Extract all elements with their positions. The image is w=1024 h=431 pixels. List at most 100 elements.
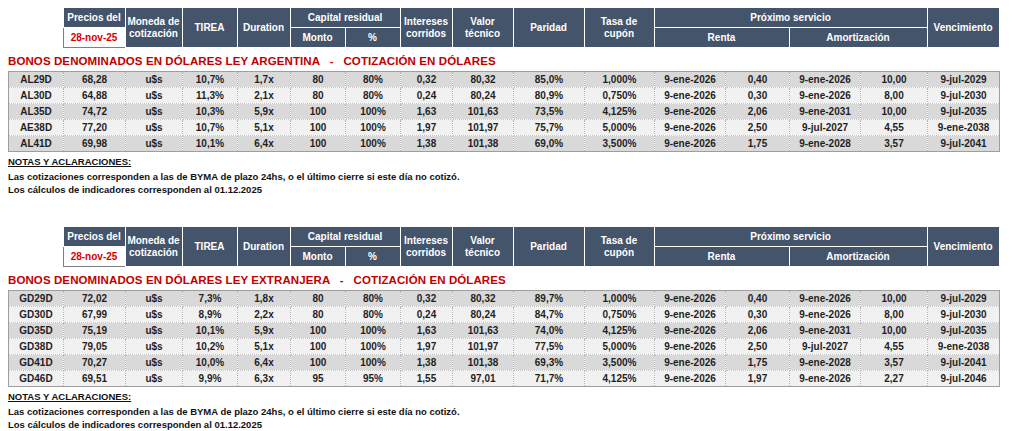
bond-value-cell[interactable]: 9-jul-2029 <box>928 291 1000 307</box>
bond-value-cell[interactable]: 9-ene-2026 <box>655 104 726 120</box>
bond-value-cell[interactable]: 80 <box>291 307 346 323</box>
bond-value-cell[interactable]: 1,7x <box>238 72 291 88</box>
bond-value-cell[interactable]: 9-ene-2031 <box>790 323 861 339</box>
bond-value-cell[interactable]: 80 <box>291 291 346 307</box>
bond-ticker-cell[interactable]: GD38D <box>9 339 64 355</box>
bond-value-cell[interactable]: 9-ene-2026 <box>655 355 726 371</box>
bond-value-cell[interactable]: 100 <box>291 104 346 120</box>
bond-row[interactable]: AL30D64,88u$s11,3%2,1x8080%0,2480,2480,9… <box>9 88 1000 104</box>
bond-value-cell[interactable]: 10,2% <box>183 339 238 355</box>
bond-value-cell[interactable]: 10,7% <box>183 72 238 88</box>
bond-value-cell[interactable]: 9-ene-2038 <box>928 339 1000 355</box>
bond-ticker-cell[interactable]: GD30D <box>9 307 64 323</box>
bond-value-cell[interactable]: 89,7% <box>514 291 585 307</box>
bond-value-cell[interactable]: 9-ene-2026 <box>790 291 861 307</box>
bond-ticker-cell[interactable]: AL29D <box>9 72 64 88</box>
bond-value-cell[interactable]: u$s <box>126 136 183 152</box>
bond-value-cell[interactable]: 100 <box>291 120 346 136</box>
bond-value-cell[interactable]: 0,750% <box>585 307 655 323</box>
bond-value-cell[interactable]: 4,55 <box>861 120 928 136</box>
bond-value-cell[interactable]: 100 <box>291 355 346 371</box>
bond-value-cell[interactable]: 2,2x <box>238 307 291 323</box>
bond-row[interactable]: AE38D77,20u$s10,7%5,1x100100%1,97101,977… <box>9 120 1000 136</box>
bond-row[interactable]: GD38D79,05u$s10,2%5,1x100100%1,97101,977… <box>9 339 1000 355</box>
bond-value-cell[interactable]: 101,38 <box>453 136 514 152</box>
bond-value-cell[interactable]: 95% <box>346 371 401 387</box>
bond-value-cell[interactable]: 9-jul-2030 <box>928 307 1000 323</box>
bond-value-cell[interactable]: 3,57 <box>861 355 928 371</box>
bond-value-cell[interactable]: 75,19 <box>64 323 126 339</box>
bond-value-cell[interactable]: 67,99 <box>64 307 126 323</box>
bond-value-cell[interactable]: 9-ene-2026 <box>790 88 861 104</box>
bond-row[interactable]: AL35D74,72u$s10,3%5,9x100100%1,63101,637… <box>9 104 1000 120</box>
bond-value-cell[interactable]: 10,0% <box>183 355 238 371</box>
bond-value-cell[interactable]: 0,30 <box>726 88 790 104</box>
bond-value-cell[interactable]: 3,500% <box>585 136 655 152</box>
bond-value-cell[interactable]: 9-ene-2028 <box>790 355 861 371</box>
bond-value-cell[interactable]: 64,88 <box>64 88 126 104</box>
bond-row[interactable]: GD41D70,27u$s10,0%6,4x100100%1,38101,386… <box>9 355 1000 371</box>
bond-value-cell[interactable]: 80% <box>346 307 401 323</box>
bond-value-cell[interactable]: 5,000% <box>585 339 655 355</box>
bond-value-cell[interactable]: 0,30 <box>726 307 790 323</box>
bond-value-cell[interactable]: 5,9x <box>238 323 291 339</box>
bond-ticker-cell[interactable]: AE38D <box>9 120 64 136</box>
bond-value-cell[interactable]: 8,00 <box>861 88 928 104</box>
bond-value-cell[interactable]: 5,1x <box>238 120 291 136</box>
bond-value-cell[interactable]: u$s <box>126 120 183 136</box>
bond-value-cell[interactable]: 80,9% <box>514 88 585 104</box>
bond-value-cell[interactable]: 69,3% <box>514 355 585 371</box>
bond-value-cell[interactable]: 80 <box>291 72 346 88</box>
bond-value-cell[interactable]: u$s <box>126 339 183 355</box>
bond-value-cell[interactable]: 77,5% <box>514 339 585 355</box>
bond-value-cell[interactable]: 1,8x <box>238 291 291 307</box>
bond-value-cell[interactable]: 9-ene-2026 <box>655 72 726 88</box>
bond-value-cell[interactable]: 9-ene-2026 <box>790 371 861 387</box>
bond-value-cell[interactable]: 74,72 <box>64 104 126 120</box>
bond-ticker-cell[interactable]: GD41D <box>9 355 64 371</box>
bond-value-cell[interactable]: 100% <box>346 104 401 120</box>
bond-value-cell[interactable]: 9-jul-2046 <box>928 371 1000 387</box>
bond-value-cell[interactable]: 9-ene-2026 <box>790 307 861 323</box>
bond-value-cell[interactable]: 11,3% <box>183 88 238 104</box>
bond-value-cell[interactable]: 84,7% <box>514 307 585 323</box>
bond-value-cell[interactable]: 85,0% <box>514 72 585 88</box>
bond-value-cell[interactable]: 80 <box>291 88 346 104</box>
bond-value-cell[interactable]: 4,125% <box>585 323 655 339</box>
bond-value-cell[interactable]: 6,4x <box>238 136 291 152</box>
bond-value-cell[interactable]: 9-jul-2027 <box>790 339 861 355</box>
bond-value-cell[interactable]: 1,97 <box>726 371 790 387</box>
bond-value-cell[interactable]: 101,38 <box>453 355 514 371</box>
bond-value-cell[interactable]: 0,750% <box>585 88 655 104</box>
bond-value-cell[interactable]: 9-ene-2026 <box>655 88 726 104</box>
bond-value-cell[interactable]: 1,63 <box>401 323 453 339</box>
bond-value-cell[interactable]: 100% <box>346 323 401 339</box>
bond-value-cell[interactable]: 1,38 <box>401 136 453 152</box>
bond-value-cell[interactable]: 2,27 <box>861 371 928 387</box>
bond-value-cell[interactable]: 8,00 <box>861 307 928 323</box>
bond-value-cell[interactable]: u$s <box>126 291 183 307</box>
bond-value-cell[interactable]: 7,3% <box>183 291 238 307</box>
bond-value-cell[interactable]: 80% <box>346 88 401 104</box>
bond-ticker-cell[interactable]: AL30D <box>9 88 64 104</box>
bond-value-cell[interactable]: 9-ene-2026 <box>655 307 726 323</box>
bond-value-cell[interactable]: 100% <box>346 355 401 371</box>
bond-value-cell[interactable]: 5,9x <box>238 104 291 120</box>
bond-value-cell[interactable]: 100% <box>346 339 401 355</box>
bond-value-cell[interactable]: 68,28 <box>64 72 126 88</box>
bond-value-cell[interactable]: 101,97 <box>453 339 514 355</box>
bond-value-cell[interactable]: 9-jul-2030 <box>928 88 1000 104</box>
bond-value-cell[interactable]: 1,000% <box>585 72 655 88</box>
bond-value-cell[interactable]: 10,00 <box>861 72 928 88</box>
bond-row[interactable]: AL41D69,98u$s10,1%6,4x100100%1,38101,386… <box>9 136 1000 152</box>
bond-value-cell[interactable]: 80,32 <box>453 72 514 88</box>
bond-value-cell[interactable]: 0,24 <box>401 88 453 104</box>
bond-value-cell[interactable]: 80% <box>346 72 401 88</box>
bond-value-cell[interactable]: 80,32 <box>453 291 514 307</box>
bond-ticker-cell[interactable]: GD29D <box>9 291 64 307</box>
bond-value-cell[interactable]: 4,125% <box>585 371 655 387</box>
bond-value-cell[interactable]: 9-ene-2031 <box>790 104 861 120</box>
bond-row[interactable]: GD29D72,02u$s7,3%1,8x8080%0,3280,3289,7%… <box>9 291 1000 307</box>
bond-value-cell[interactable]: 9-ene-2026 <box>655 291 726 307</box>
bond-value-cell[interactable]: 100% <box>346 136 401 152</box>
